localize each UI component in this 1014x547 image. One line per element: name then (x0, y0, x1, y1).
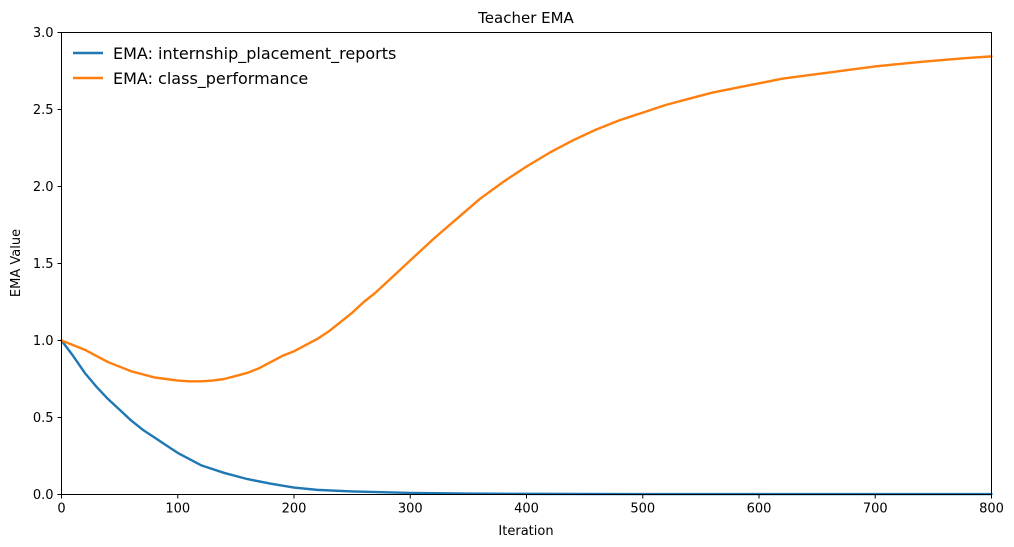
y-tick-label: 3.0 (33, 26, 54, 41)
series-line-2 (60, 55, 993, 383)
x-tick-label: 200 (282, 502, 307, 517)
y-tick-label: 0.5 (33, 411, 54, 426)
x-axis-label: Iteration (498, 524, 553, 539)
y-tick-label: 1.0 (33, 334, 54, 349)
legend: EMA: internship_placement_reports EMA: cl… (73, 44, 396, 89)
x-tick-label: 800 (979, 502, 1004, 517)
y-tick-label: 2.0 (33, 180, 54, 195)
y-axis-label: EMA Value (9, 229, 24, 297)
plot-frame (61, 32, 992, 495)
x-tick-label: 400 (514, 502, 539, 517)
y-tick-label: 2.5 (33, 103, 54, 118)
x-tick-label: 300 (398, 502, 423, 517)
legend-label-1: EMA: internship_placement_reports (113, 44, 396, 64)
y-tick-label: 1.5 (33, 257, 54, 272)
legend-label-2: EMA: class_performance (113, 69, 308, 89)
y-axis-ticks: 0.0 0.5 1.0 1.5 2.0 2.5 3.0 (33, 26, 62, 503)
plot-lines (60, 55, 993, 496)
x-tick-label: 600 (747, 502, 772, 517)
x-tick-label: 0 (57, 502, 65, 517)
y-tick-label: 0.0 (33, 488, 54, 503)
x-tick-label: 700 (863, 502, 888, 517)
series-line-1 (60, 339, 993, 496)
x-tick-label: 100 (165, 502, 190, 517)
chart-title: Teacher EMA (477, 9, 574, 27)
x-axis-ticks: 0 100 200 300 400 500 600 700 800 (57, 494, 1004, 517)
x-tick-label: 500 (630, 502, 655, 517)
